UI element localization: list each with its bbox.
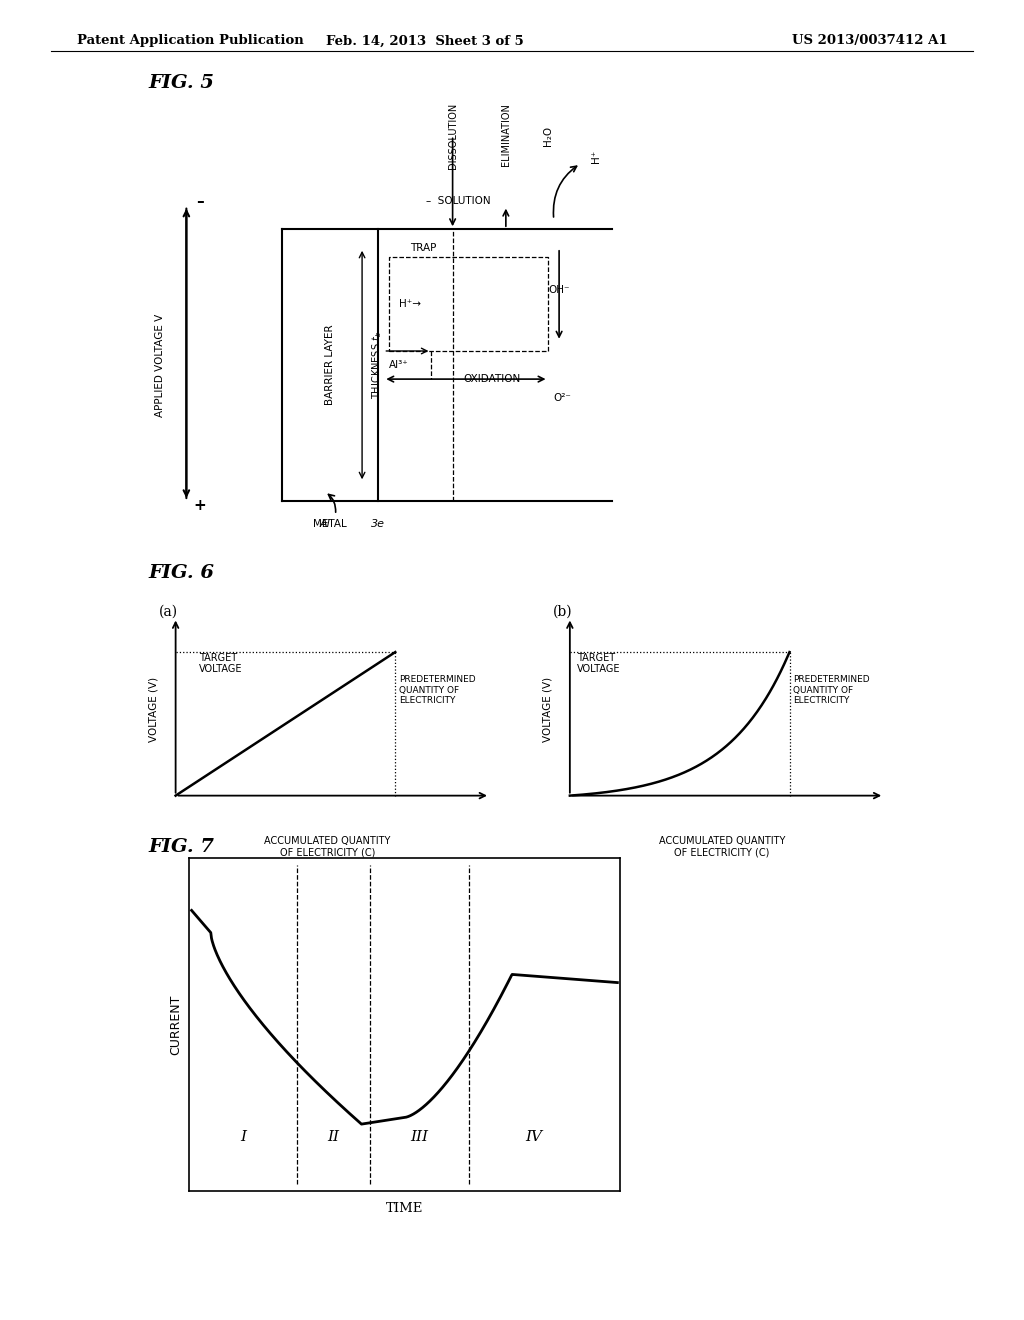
- Text: TIME: TIME: [386, 1201, 423, 1214]
- Text: VOLTAGE (V): VOLTAGE (V): [543, 677, 553, 742]
- Text: –  SOLUTION: – SOLUTION: [426, 197, 490, 206]
- Text: 3e: 3e: [371, 519, 385, 529]
- Text: VOLTAGE (V): VOLTAGE (V): [148, 677, 159, 742]
- Text: FIG. 5: FIG. 5: [148, 74, 214, 92]
- Text: II: II: [328, 1130, 340, 1143]
- Text: TARGET
VOLTAGE: TARGET VOLTAGE: [577, 653, 621, 675]
- Text: H⁺: H⁺: [592, 149, 601, 162]
- Text: TRAP: TRAP: [410, 243, 436, 252]
- Y-axis label: CURRENT: CURRENT: [170, 994, 182, 1055]
- Text: BARRIER LAYER: BARRIER LAYER: [326, 325, 335, 405]
- Text: H₂O: H₂O: [544, 125, 553, 147]
- Text: Al: Al: [319, 519, 330, 529]
- Text: FIG. 7: FIG. 7: [148, 838, 214, 857]
- Text: US 2013/0037412 A1: US 2013/0037412 A1: [792, 34, 947, 48]
- Text: Al³⁺: Al³⁺: [389, 360, 409, 370]
- Text: H⁺→: H⁺→: [399, 300, 421, 309]
- Text: ACCUMULATED QUANTITY
OF ELECTRICITY (C): ACCUMULATED QUANTITY OF ELECTRICITY (C): [658, 836, 785, 858]
- Text: OXIDATION: OXIDATION: [463, 374, 520, 384]
- Text: OH⁻: OH⁻: [549, 285, 569, 296]
- Text: (a): (a): [159, 605, 178, 619]
- Text: PREDETERMINED
QUANTITY OF
ELECTRICITY: PREDETERMINED QUANTITY OF ELECTRICITY: [398, 676, 475, 705]
- Text: THICKNESS $t_b$: THICKNESS $t_b$: [370, 331, 384, 399]
- Text: DISSOLUTION: DISSOLUTION: [447, 103, 458, 169]
- Text: PREDETERMINED
QUANTITY OF
ELECTRICITY: PREDETERMINED QUANTITY OF ELECTRICITY: [793, 676, 869, 705]
- Text: APPLIED VOLTAGE V: APPLIED VOLTAGE V: [155, 313, 165, 417]
- Text: I: I: [241, 1130, 246, 1143]
- Text: METAL: METAL: [313, 519, 347, 529]
- Text: +: +: [194, 498, 206, 513]
- Text: III: III: [411, 1130, 428, 1143]
- Text: ACCUMULATED QUANTITY
OF ELECTRICITY (C): ACCUMULATED QUANTITY OF ELECTRICITY (C): [264, 836, 391, 858]
- Text: (b): (b): [553, 605, 572, 619]
- Text: FIG. 6: FIG. 6: [148, 564, 214, 582]
- Text: O²⁻: O²⁻: [554, 393, 571, 403]
- Text: ELIMINATION: ELIMINATION: [501, 103, 511, 165]
- Text: Patent Application Publication: Patent Application Publication: [77, 34, 303, 48]
- Text: TARGET
VOLTAGE: TARGET VOLTAGE: [200, 653, 243, 675]
- Text: IV: IV: [525, 1130, 542, 1143]
- Text: –: –: [196, 194, 204, 209]
- Text: Feb. 14, 2013  Sheet 3 of 5: Feb. 14, 2013 Sheet 3 of 5: [326, 34, 524, 48]
